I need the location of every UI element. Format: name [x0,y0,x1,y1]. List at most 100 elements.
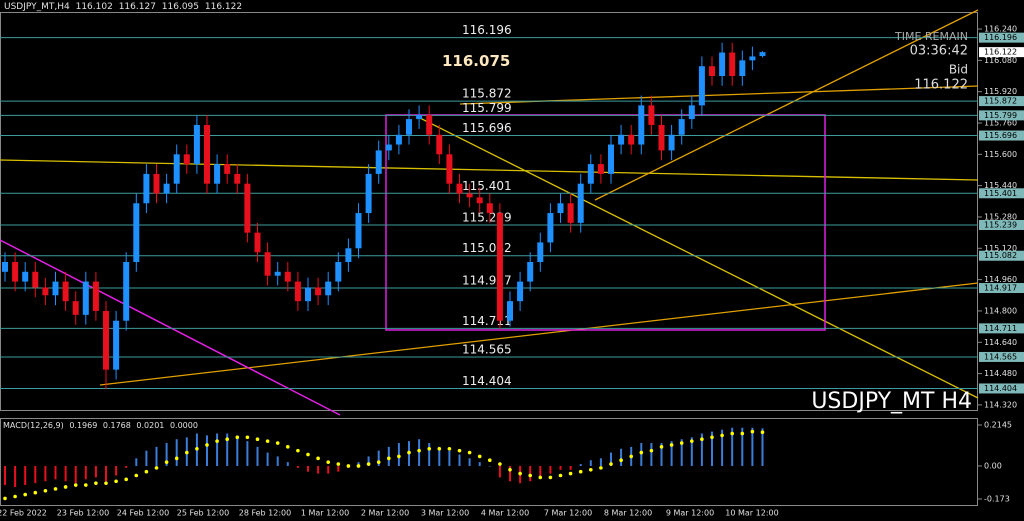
macd-bar [236,435,239,466]
candle-body [517,281,524,302]
candle-body [355,213,362,249]
macd-bar [337,465,340,472]
axis-tag [979,283,1024,294]
macd-bar [296,465,299,468]
macd-bar [135,458,138,466]
candle-body [577,183,584,223]
signal-dot [215,439,219,443]
macd-bar [640,443,643,466]
x-tick-label: 9 Mar 12:00 [666,509,714,518]
axis-tag-label: 114.711 [984,324,1017,333]
macd-bar [74,465,77,484]
candle-body [759,52,766,57]
signal-dot [568,471,573,476]
macd-bar [276,456,279,466]
macd-plot: 0.2145 0.00 -0.173 [3,420,1012,504]
macd-bar [175,439,178,466]
level-label: 116.196 [462,23,512,37]
axis-tag [979,96,1024,107]
macd-bar [620,448,623,466]
candle-body [587,164,594,184]
y-tick-label: 115.920 [984,87,1017,96]
macd-bar [559,465,562,470]
candle-body [638,105,645,145]
macd-bar [680,439,683,466]
macd-bar [529,465,532,482]
macd-bar [307,465,309,472]
signal-dot [84,483,88,487]
macd-bar [367,456,370,466]
signal-dot [265,439,270,443]
macd-bar [458,454,461,466]
signal-dot [63,485,68,489]
y-tick-label: 115.280 [984,212,1017,221]
candle-body [436,134,443,155]
signal-dot [306,452,310,457]
signal-dot [720,433,724,438]
macd-bar [569,465,572,470]
candle-body [395,134,402,145]
macd-bar [64,465,67,482]
x-tick-label: 10 Mar 12:00 [725,509,778,518]
y-tick-label: -0.173 [984,495,1010,504]
candle-body [749,56,756,61]
y-tick-label: 114.800 [984,306,1017,315]
signal-dot [387,456,391,461]
candle-body [12,261,19,282]
candle-body [92,281,99,311]
macd-header: MACD(12,26,9) 0.1969 0.1768 0.0201 0.000… [3,421,198,430]
candle-body [709,66,715,77]
macd-bar [751,427,754,466]
trend-line [594,9,979,201]
signal-dot [356,464,361,468]
signal-dot [124,477,128,482]
macd-bar [266,452,269,466]
signal-dot [417,448,421,453]
signal-dot [134,473,139,478]
signal-dot [619,458,623,463]
signal-dot [498,462,502,466]
y-tick-label: 114.960 [984,275,1017,284]
signal-dot [114,479,118,484]
candle-body [426,115,433,135]
low: 116.095 [162,2,199,12]
candle-body [254,232,261,253]
signal-dot [629,454,633,459]
signal-dot [700,437,704,442]
macd-bar [579,464,582,466]
macd-bar [690,437,693,466]
signal-dot [73,483,78,487]
signal-dot [669,443,674,447]
candle-body [204,124,210,184]
macd-bar [84,465,87,480]
signal-dot [144,469,149,474]
candle-body [719,52,726,77]
y-tick-label: 115.440 [984,181,1017,190]
signal-dot [427,446,432,451]
signal-dot [760,430,765,434]
macd-bar [94,465,97,478]
macd-bar [539,465,542,478]
signal-dot [23,492,28,497]
macd-bar [256,446,259,466]
candle-body [305,287,311,302]
candle-body [153,173,160,194]
candle-body [537,242,544,262]
axis-tag [979,188,1024,199]
time-remain: 03:36:42 [910,44,968,59]
candle-body [42,287,49,296]
x-tick-label: 25 Feb 12:00 [177,509,229,518]
candle-body [618,134,625,145]
macd-bar [438,446,441,466]
y-tick-label: 115.120 [984,244,1017,253]
candle-body [214,164,221,184]
candle-body [446,154,453,184]
candle-body [507,301,513,321]
level-label: 114.404 [462,374,512,388]
bold-level-label: 116.075 [442,52,510,70]
open: 116.102 [76,2,113,12]
level-label: 114.711 [462,314,512,328]
level-label: 115.872 [462,87,512,101]
